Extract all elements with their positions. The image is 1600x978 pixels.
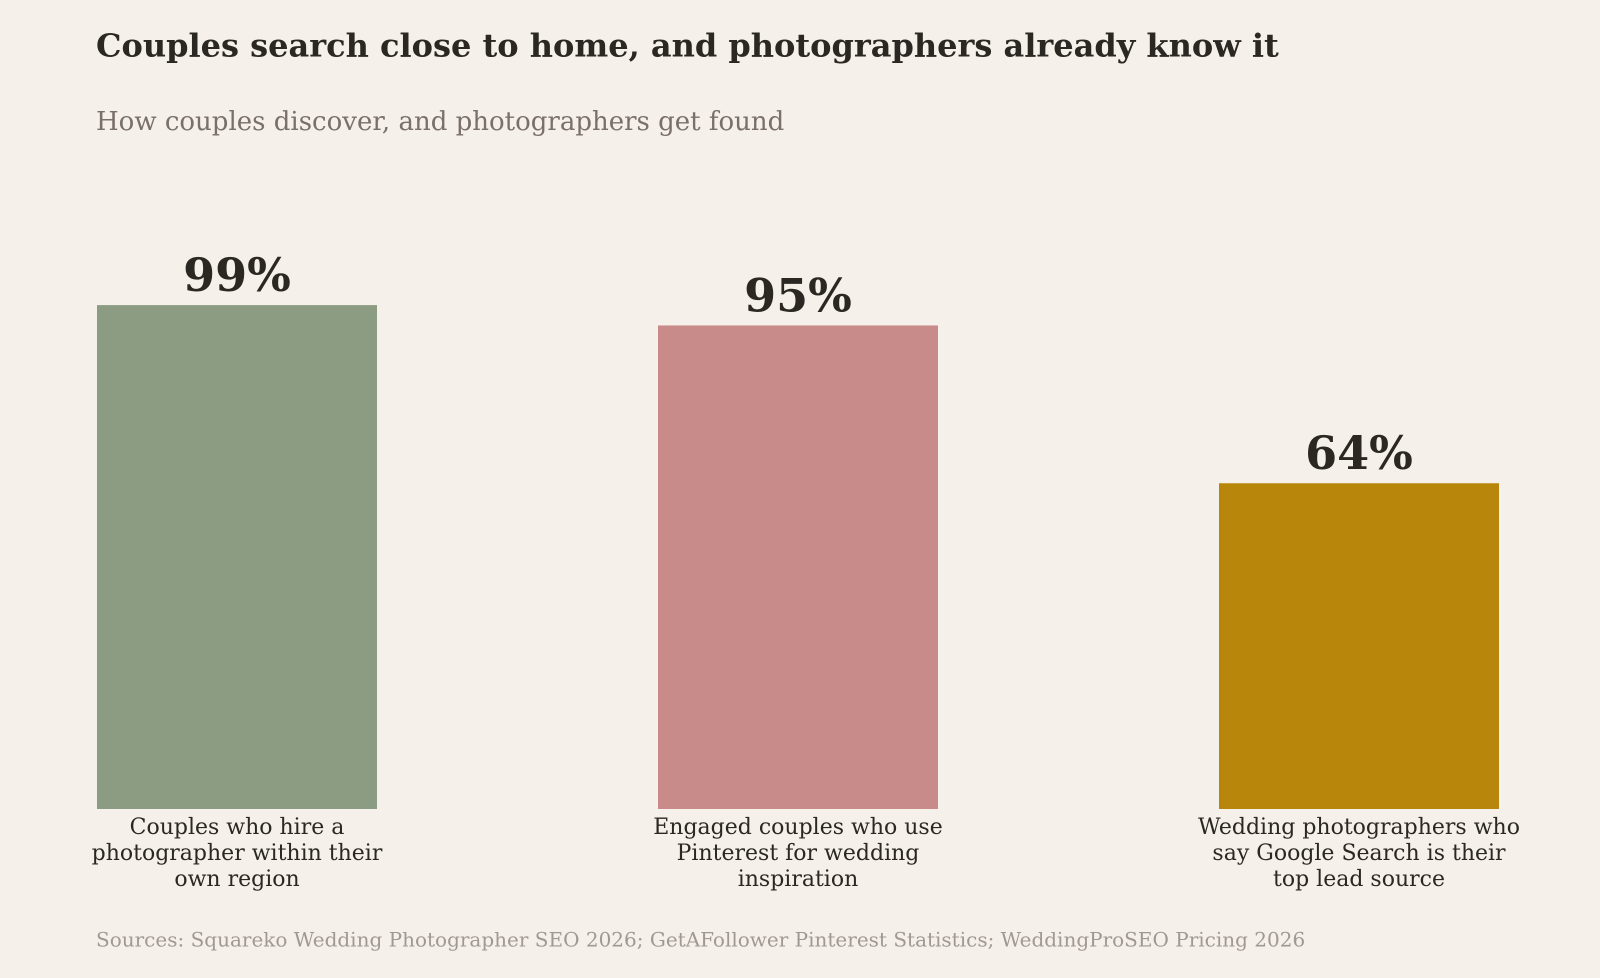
value-label: 95% (744, 268, 852, 322)
source-note: Sources: Squareko Wedding Photographer S… (96, 928, 1305, 952)
x-tick-label: Wedding photographers who say Google Sea… (1198, 815, 1520, 892)
bar (658, 325, 938, 809)
x-tick-label: Couples who hire a photographer within t… (91, 815, 383, 892)
bar (97, 305, 377, 809)
chart-subtitle: How couples discover, and photographers … (96, 107, 784, 137)
bar (1219, 483, 1499, 809)
x-tick-label: Engaged couples who use Pinterest for we… (653, 815, 943, 892)
value-label: 64% (1305, 426, 1413, 480)
value-label: 99% (183, 248, 291, 302)
chart-title: Couples search close to home, and photog… (96, 27, 1279, 65)
